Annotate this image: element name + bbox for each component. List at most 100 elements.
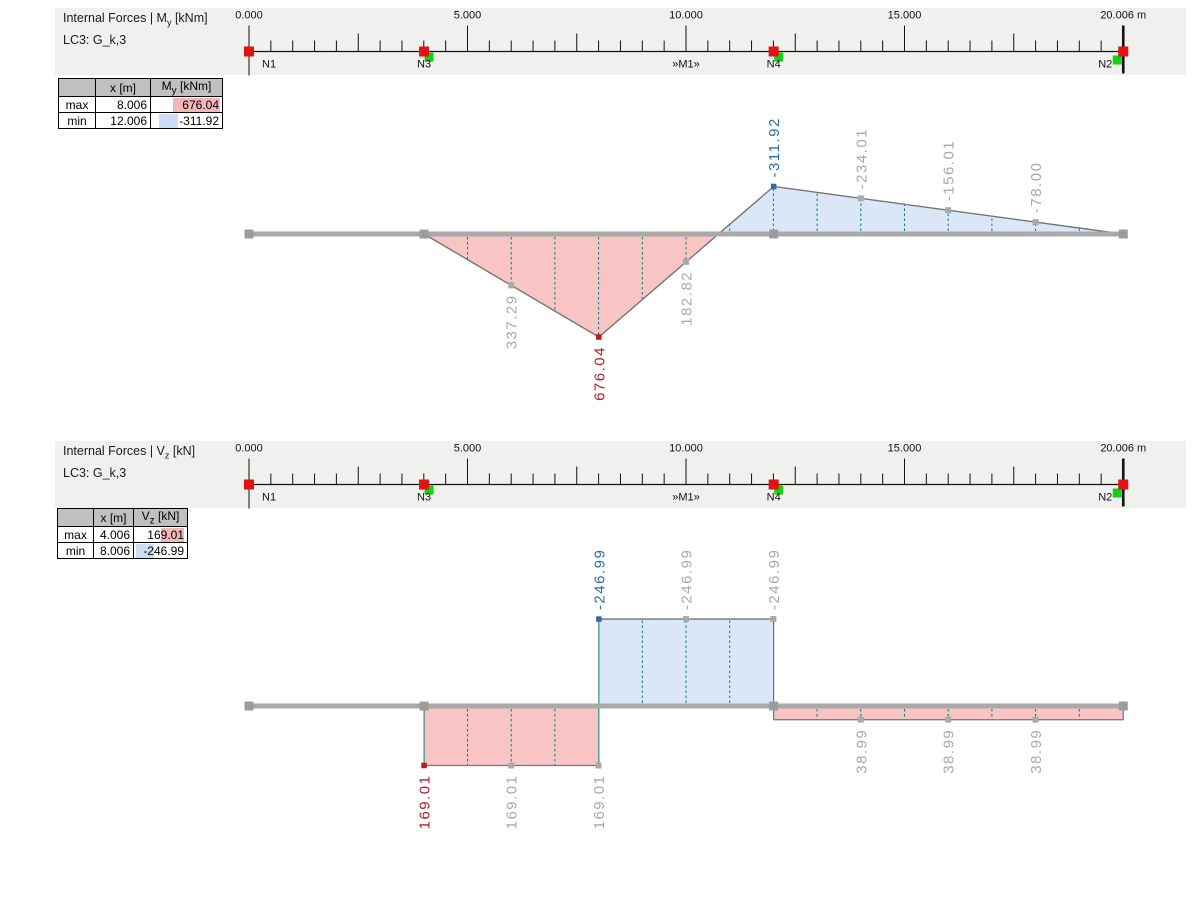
ruler-label: 5.000 bbox=[454, 443, 482, 455]
max-x-value: 4.006 bbox=[93, 526, 134, 544]
member-label: »M1» bbox=[672, 492, 700, 504]
table-header-vz: Vz [kN] bbox=[133, 507, 188, 528]
value-point-marker bbox=[683, 258, 689, 265]
value-point-marker bbox=[857, 195, 864, 202]
min-highlight bbox=[159, 114, 178, 128]
table-row-min: min 12.006 -311.92 bbox=[58, 112, 223, 130]
moment-area-negative bbox=[718, 186, 1124, 234]
bending-moment-diagram[interactable]: 337.29 676.04 182.82 -311.92 -234.01 -156.01 -… bbox=[244, 117, 1128, 401]
node-marker-n2 bbox=[1118, 46, 1129, 57]
value-point-marker bbox=[1032, 219, 1039, 226]
beam-node-square bbox=[1118, 701, 1128, 711]
value-label: 169.01 bbox=[504, 774, 521, 829]
min-x-value: 12.006 bbox=[95, 112, 151, 130]
node-marker-n1 bbox=[244, 479, 254, 490]
table-header-x: x [m] bbox=[93, 507, 134, 528]
max-highlight bbox=[161, 528, 184, 542]
node-marker-n3 bbox=[419, 479, 430, 490]
value-label: -234.01 bbox=[853, 128, 870, 189]
value-label: -78.00 bbox=[1028, 162, 1045, 214]
max-value-marker bbox=[421, 762, 427, 769]
max-vz-value: 169.01 bbox=[133, 526, 188, 544]
node-marker-n1 bbox=[244, 46, 254, 57]
value-label: 169.01 bbox=[591, 774, 608, 829]
row-label-min: min bbox=[58, 112, 96, 130]
node-label: N4 bbox=[767, 492, 781, 504]
ruler-label: 10.000 bbox=[669, 10, 703, 22]
panel-title-vz: Internal Forces | Vz [kN] bbox=[63, 444, 196, 461]
value-point-marker bbox=[595, 762, 602, 769]
value-label: -156.01 bbox=[941, 140, 958, 201]
panel-title-my: Internal Forces | My [kNm] bbox=[63, 11, 208, 28]
support-marker bbox=[774, 485, 784, 495]
node-marker-n4 bbox=[768, 479, 779, 490]
support-marker bbox=[424, 52, 434, 62]
node-label: N3 bbox=[417, 492, 431, 504]
value-label: 38.99 bbox=[941, 729, 958, 774]
table-header-my: My [kNm] bbox=[150, 77, 223, 98]
beam-node-square bbox=[244, 701, 254, 711]
ruler-label: 15.000 bbox=[888, 10, 922, 22]
node-label: N1 bbox=[262, 492, 276, 504]
beam-node-square bbox=[244, 229, 254, 239]
ruler-label: 10.000 bbox=[669, 443, 703, 455]
max-value-marker bbox=[596, 334, 602, 340]
node-label: N1 bbox=[262, 59, 276, 71]
value-point-marker bbox=[857, 716, 864, 723]
min-vz-value: -246.99 bbox=[133, 542, 188, 560]
value-label: 169.01 bbox=[417, 774, 434, 829]
value-label: -246.99 bbox=[591, 549, 608, 610]
ruler-label: 0.000 bbox=[235, 10, 263, 22]
beam-node-square bbox=[419, 701, 429, 711]
ruler-label: 15.000 bbox=[888, 443, 922, 455]
table-row-min: min 8.006 -246.99 bbox=[57, 542, 188, 560]
ruler-label: 5.000 bbox=[454, 10, 482, 22]
table-row-max: max 4.006 169.01 bbox=[57, 526, 188, 544]
support-marker bbox=[424, 485, 434, 495]
ruler-label: 20.006 m bbox=[1100, 10, 1146, 22]
value-point-marker bbox=[683, 616, 689, 623]
ruler-label: 0.000 bbox=[235, 443, 263, 455]
min-my-value: -311.92 bbox=[150, 112, 223, 130]
member-label: »M1» bbox=[672, 59, 700, 71]
value-label: 182.82 bbox=[679, 271, 696, 326]
value-point-marker bbox=[508, 762, 515, 769]
min-value-marker bbox=[596, 616, 602, 622]
support-marker bbox=[1112, 488, 1122, 498]
moment-area-positive bbox=[424, 234, 719, 338]
min-highlight bbox=[136, 544, 154, 558]
node-label: N2 bbox=[1098, 59, 1112, 71]
node-marker-n3 bbox=[419, 46, 430, 57]
value-point-marker bbox=[945, 716, 952, 723]
table-corner-header bbox=[58, 77, 96, 98]
value-point-marker bbox=[1032, 716, 1039, 723]
value-point-marker bbox=[770, 616, 777, 623]
table-header-x: x [m] bbox=[95, 77, 151, 98]
loadcase-label-my: LC3: G_k,3 bbox=[63, 32, 127, 47]
row-label-max: max bbox=[58, 96, 96, 114]
loadcase-label-vz: LC3: G_k,3 bbox=[63, 465, 127, 480]
result-table-my[interactable]: x [m] My [kNm] max 8.006 676.04 min 12.0… bbox=[58, 77, 223, 130]
max-highlight bbox=[173, 98, 220, 112]
value-label: -246.99 bbox=[679, 549, 696, 610]
beam-node-square bbox=[769, 701, 779, 711]
min-x-value: 8.006 bbox=[93, 542, 134, 560]
node-marker-n4 bbox=[768, 46, 779, 57]
dimension-ruler: 0.000 5.000 10.000 15.000 20.006 m N1 N3 N4 N2 »M… bbox=[235, 443, 1146, 509]
beam-node-square bbox=[419, 229, 429, 239]
row-label-min: min bbox=[57, 542, 94, 560]
value-point-marker bbox=[945, 207, 952, 214]
node-label: N3 bbox=[417, 59, 431, 71]
value-label: -311.92 bbox=[766, 117, 783, 177]
beam-node-square bbox=[769, 229, 779, 239]
node-marker-n2 bbox=[1118, 479, 1129, 490]
node-label: N2 bbox=[1098, 492, 1112, 504]
result-table-vz[interactable]: x [m] Vz [kN] max 4.006 169.01 min 8.006… bbox=[57, 507, 188, 560]
value-label: 337.29 bbox=[504, 294, 521, 349]
node-label: N4 bbox=[767, 59, 781, 71]
value-label: 38.99 bbox=[1028, 729, 1045, 774]
panel-title-block-my: Internal Forces | My [kNm] LC3: G_k,3 bbox=[63, 10, 208, 49]
shear-force-diagram[interactable]: 169.01 169.01 169.01 -246.99 -246.99 -246.99 3… bbox=[244, 549, 1128, 830]
value-label: 676.04 bbox=[591, 346, 608, 401]
